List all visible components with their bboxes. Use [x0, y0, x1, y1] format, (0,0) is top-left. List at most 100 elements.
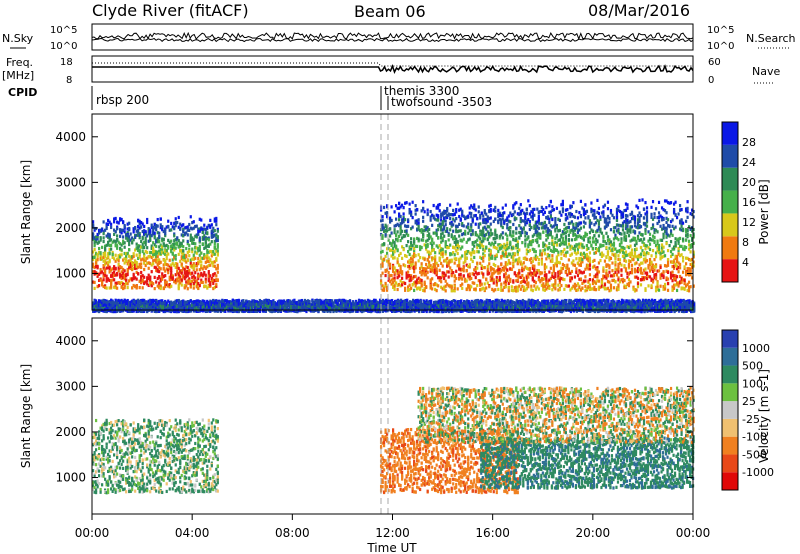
- power-cell: [429, 279, 432, 284]
- power-cell: [173, 239, 176, 243]
- power-cell: [497, 287, 500, 291]
- power-cell: [440, 261, 443, 266]
- power-cell: [122, 275, 125, 280]
- power-cell: [138, 265, 141, 269]
- power-cell: [456, 264, 459, 268]
- power-cell: [444, 273, 447, 277]
- power-cell: [545, 206, 548, 210]
- power-cell: [452, 245, 455, 250]
- power-cell: [180, 255, 183, 259]
- power-cell: [126, 269, 129, 273]
- power-cell: [108, 239, 111, 243]
- power-cell: [422, 288, 425, 293]
- power-cell: [449, 260, 452, 264]
- power-cell: [407, 218, 410, 222]
- power-cell: [191, 247, 194, 251]
- power-cell: [155, 280, 158, 284]
- power-cell: [168, 282, 171, 287]
- power-cell: [561, 207, 564, 211]
- cpid-panel: CPID rbsp 200 themis 3300 twofsound -350…: [8, 84, 492, 110]
- power-cell: [623, 246, 626, 250]
- power-cell: [195, 281, 198, 285]
- power-cell: [417, 218, 420, 222]
- power-cell: [467, 222, 470, 226]
- power-cell: [146, 256, 149, 260]
- power-cell: [213, 260, 216, 264]
- power-cell: [195, 235, 198, 239]
- power-cell: [485, 277, 488, 281]
- power-cell: [144, 232, 147, 236]
- power-cell: [104, 285, 107, 290]
- power-cell: [602, 266, 605, 270]
- power-cell: [416, 221, 419, 226]
- power-cell: [578, 245, 581, 249]
- power-cell: [128, 248, 131, 252]
- power-cell: [440, 250, 443, 254]
- power-cell: [198, 236, 201, 240]
- power-cell: [174, 281, 177, 285]
- power-cell: [113, 265, 116, 269]
- power-cell: [603, 259, 607, 263]
- power-cell: [416, 281, 419, 285]
- power-cell: [195, 279, 198, 283]
- power-cell: [428, 255, 431, 259]
- power-cell: [411, 216, 414, 220]
- power-cell: [407, 270, 410, 274]
- power-cell: [117, 256, 120, 261]
- power-cell: [602, 210, 605, 214]
- power-cell: [153, 250, 156, 254]
- power-cell: [138, 250, 141, 254]
- power-cell: [96, 284, 99, 289]
- power-cell: [474, 213, 477, 218]
- power-cell: [120, 253, 123, 257]
- power-cell: [426, 270, 429, 274]
- power-cell: [390, 243, 393, 248]
- power-cell: [419, 228, 422, 233]
- power-cell: [549, 266, 552, 270]
- power-cell: [197, 232, 200, 236]
- power-cell: [401, 256, 404, 260]
- power-cell: [140, 280, 143, 284]
- power-cell: [192, 257, 195, 261]
- power-cell: [129, 232, 132, 236]
- power-cell: [416, 278, 419, 282]
- power-cell: [140, 220, 143, 225]
- power-cell: [149, 237, 152, 241]
- power-cell: [488, 285, 491, 289]
- power-cell: [686, 206, 689, 210]
- power-cell: [551, 235, 554, 240]
- power-cell: [402, 220, 405, 224]
- power-cell: [153, 234, 156, 238]
- power-cell: [401, 203, 404, 207]
- power-cell: [137, 244, 140, 248]
- power-cell: [678, 236, 682, 241]
- power-cell: [588, 259, 592, 263]
- power-cell: [555, 257, 558, 261]
- power-cell: [207, 274, 210, 278]
- power-cell: [441, 264, 444, 268]
- power-cell: [422, 238, 425, 242]
- power-cell: [126, 260, 129, 264]
- power-cell: [179, 277, 182, 281]
- power-cell: [573, 248, 577, 252]
- power-cell: [180, 262, 183, 266]
- power-cell: [579, 277, 583, 281]
- power-cell: [636, 276, 640, 280]
- power-cell: [204, 231, 207, 235]
- power-cell: [209, 242, 212, 246]
- power-cell: [141, 222, 144, 226]
- power-cell: [638, 218, 641, 223]
- power-cell: [186, 242, 189, 246]
- power-cell: [437, 284, 440, 288]
- power-cell: [384, 223, 387, 227]
- power-cell: [546, 236, 549, 240]
- power-cell: [138, 255, 141, 259]
- power-cell: [666, 263, 670, 267]
- power-cell: [461, 286, 464, 290]
- power-cell: [473, 255, 476, 260]
- power-cell: [146, 220, 149, 225]
- power-cell: [654, 272, 658, 277]
- power-cell: [388, 248, 392, 252]
- power-cell: [195, 262, 198, 266]
- power-cell: [197, 257, 200, 261]
